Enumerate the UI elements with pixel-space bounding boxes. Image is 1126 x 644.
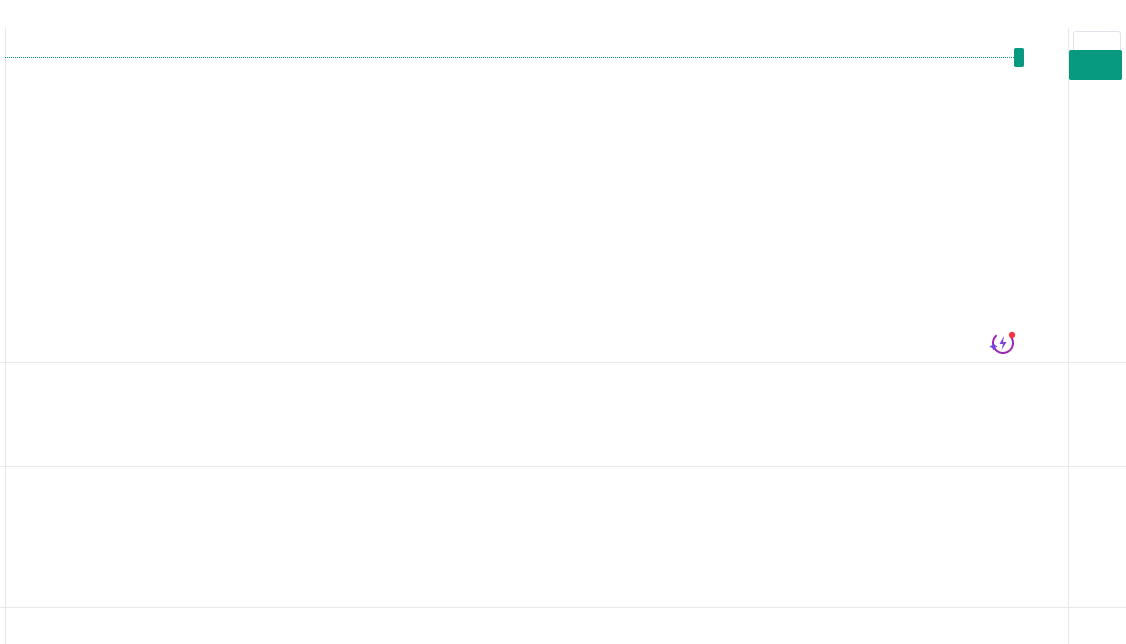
price-axis-separator: [1068, 28, 1069, 644]
legend-ema55[interactable]: [14, 53, 17, 67]
time-axis-border: [0, 607, 1126, 608]
legend-price[interactable]: [14, 36, 29, 50]
price-axis[interactable]: [1069, 28, 1126, 644]
legend-ema200[interactable]: [14, 87, 17, 101]
chart-left-border: [5, 28, 6, 644]
current-price-badge: [1069, 50, 1122, 80]
symbol-badge: [1014, 48, 1024, 67]
pane-separator-price-cci: [0, 362, 1126, 363]
legend-cci[interactable]: [14, 366, 17, 380]
pane-separator-cci-dmi: [0, 466, 1126, 467]
currency-selector[interactable]: [1073, 31, 1121, 52]
legend-ema365[interactable]: [14, 70, 17, 84]
current-price-line: [5, 57, 1014, 58]
time-axis[interactable]: [0, 607, 1126, 644]
legend-dmi[interactable]: [14, 470, 23, 484]
ai-sparkle-icon[interactable]: [988, 328, 1018, 356]
